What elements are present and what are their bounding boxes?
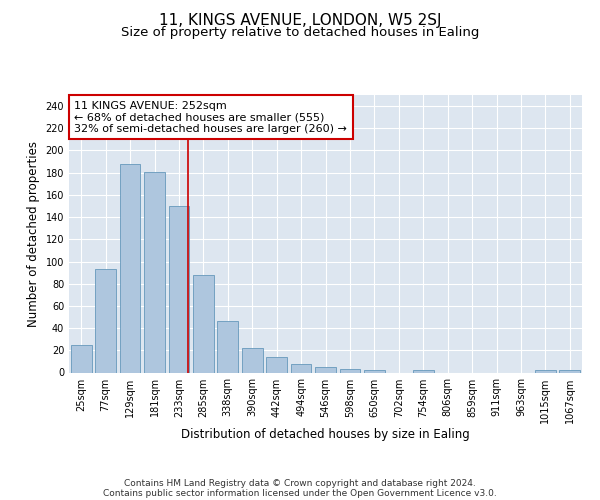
Bar (340, 369, 361, 372)
Bar (193, 275, 214, 372)
X-axis label: Distribution of detached houses by size in Ealing: Distribution of detached houses by size … (181, 428, 470, 442)
Y-axis label: Number of detached properties: Number of detached properties (27, 141, 40, 327)
Bar (144, 172, 165, 372)
Bar (266, 357, 287, 372)
Bar (290, 364, 311, 372)
Bar (315, 367, 336, 372)
Bar (413, 370, 434, 372)
Bar (559, 370, 580, 372)
Bar (169, 206, 190, 372)
Text: 11 KINGS AVENUE: 252sqm
← 68% of detached houses are smaller (555)
32% of semi-d: 11 KINGS AVENUE: 252sqm ← 68% of detache… (74, 100, 347, 134)
Bar (119, 164, 140, 372)
Text: Size of property relative to detached houses in Ealing: Size of property relative to detached ho… (121, 26, 479, 39)
Bar (242, 348, 263, 372)
Bar (364, 370, 385, 372)
Bar (71, 345, 92, 372)
Bar (217, 322, 238, 372)
Bar (95, 270, 116, 372)
Bar (535, 370, 556, 372)
Text: 11, KINGS AVENUE, LONDON, W5 2SJ: 11, KINGS AVENUE, LONDON, W5 2SJ (159, 12, 441, 28)
Text: Contains HM Land Registry data © Crown copyright and database right 2024.
Contai: Contains HM Land Registry data © Crown c… (103, 479, 497, 498)
